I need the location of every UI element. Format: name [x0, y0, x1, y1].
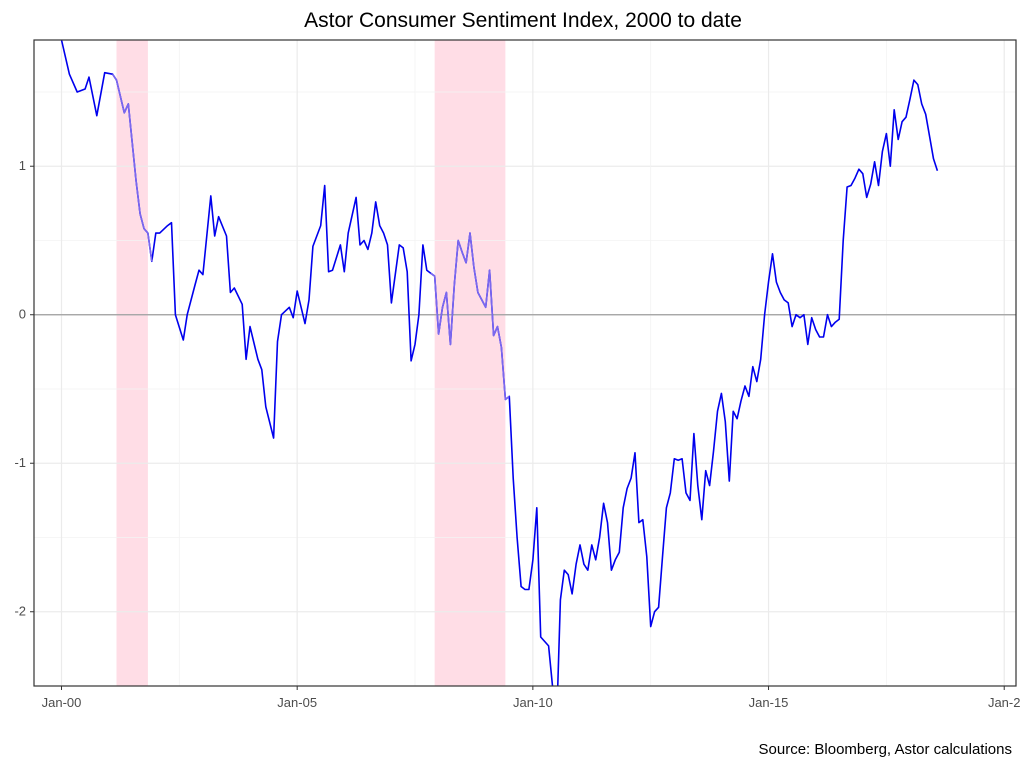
series-line: [60, 40, 939, 686]
y-tick-label: -2: [14, 604, 26, 619]
x-tick-label: Jan-10: [513, 695, 553, 710]
x-tick-label: Jan-00: [42, 695, 82, 710]
y-tick-label: -1: [14, 455, 26, 470]
y-tick-label: 1: [19, 158, 26, 173]
x-tick-label: Jan-15: [749, 695, 789, 710]
recession-band: [434, 40, 506, 686]
series-line-recession: [430, 232, 510, 401]
y-tick-label: 0: [19, 307, 26, 322]
x-tick-label: Jan-2: [988, 695, 1021, 710]
plot-area: -2 -1 0 1 Jan-00 Jan-05 Jan-10 Jan-15 Jan-2: [14, 39, 1021, 710]
series-line-recession: [111, 73, 153, 262]
x-tick-label: Jan-05: [277, 695, 317, 710]
chart-caption: Source: Bloomberg, Astor calculations: [759, 741, 1012, 758]
chart-title: Astor Consumer Sentiment Index, 2000 to …: [304, 9, 742, 32]
panel-border: [33, 39, 1017, 687]
